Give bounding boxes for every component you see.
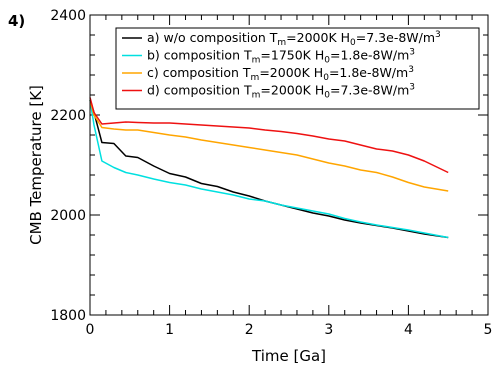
x-tick-label: 1 [165,322,174,338]
x-tick-label: 4 [404,322,413,338]
series-line-b [89,99,449,239]
y-tick-label: 1800 [50,308,86,324]
series-line-a [89,99,449,239]
series-lines [89,97,449,239]
series-line-d [89,97,449,174]
legend-entry: b) composition Tm=1750K H0=1.8e-8W/m3 [147,48,415,66]
series-line-c [89,99,449,192]
x-tick-label: 0 [86,322,95,338]
y-axis-label: CMB Temperature [K] [27,85,45,245]
panel-label: 4) [8,12,25,30]
legend-entry: a) w/o composition Tm=2000K H0=7.3e-8W/m… [147,30,441,48]
y-tick-label: 2200 [50,108,86,124]
y-tick-label: 2400 [50,8,86,24]
x-tick-label: 2 [245,322,254,338]
x-axis-label: Time [Ga] [251,347,326,365]
legend: a) w/o composition Tm=2000K H0=7.3e-8W/m… [115,27,480,110]
axis-ticks: 0 1 2 3 4 5 1800 2000 2200 2400 [50,8,492,338]
legend-entry: d) composition Tm=2000K H0=7.3e-8W/m3 [147,83,415,101]
plot-frame [89,14,489,316]
x-tick-label: 5 [484,322,493,338]
x-tick-label: 3 [324,322,333,338]
legend-entry: c) composition Tm=2000K H0=1.8e-8W/m3 [147,65,414,83]
y-tick-label: 2000 [50,208,86,224]
legend-box [115,27,480,110]
